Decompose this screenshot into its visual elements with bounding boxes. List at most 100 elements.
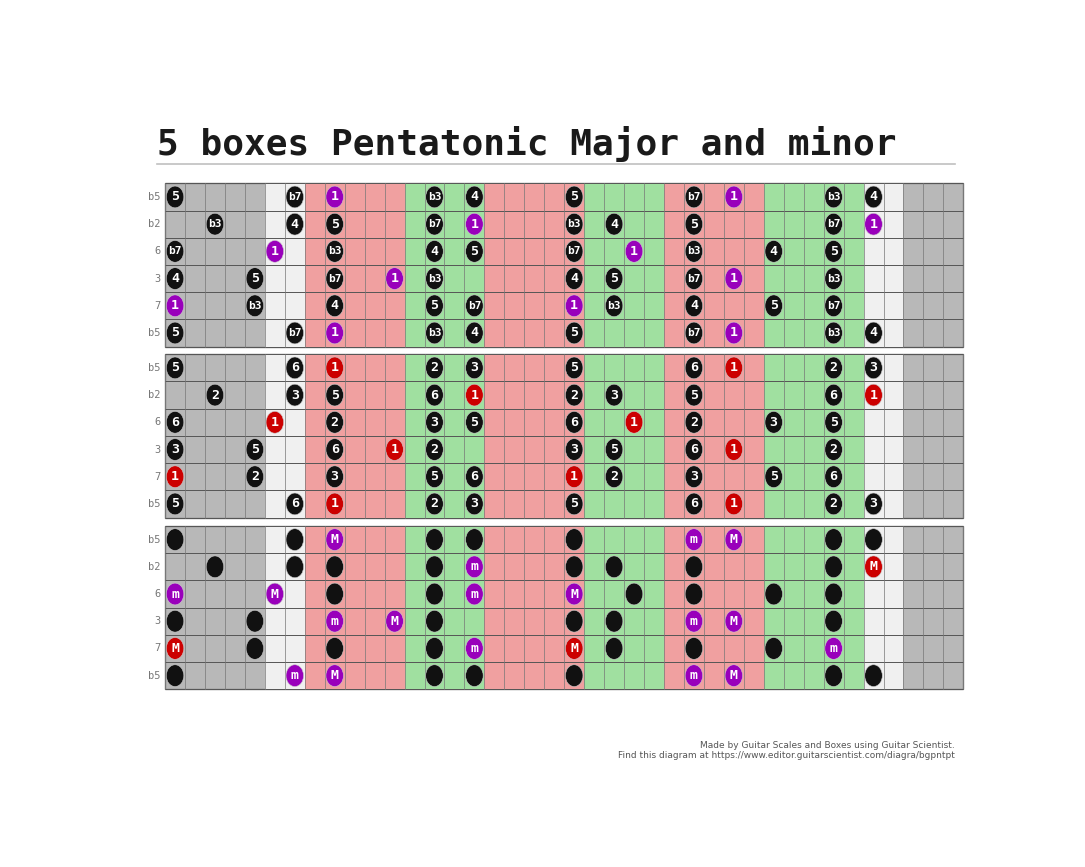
Ellipse shape	[166, 412, 183, 434]
Ellipse shape	[685, 357, 703, 379]
Bar	[704, 355, 724, 518]
Ellipse shape	[685, 186, 703, 208]
Bar	[684, 355, 704, 518]
Text: 5: 5	[571, 498, 578, 511]
Ellipse shape	[565, 412, 583, 434]
Ellipse shape	[465, 295, 483, 316]
Text: 4: 4	[869, 327, 878, 340]
Text: 6: 6	[690, 498, 698, 511]
Bar	[324, 526, 345, 689]
Ellipse shape	[166, 186, 183, 208]
Bar	[324, 183, 345, 347]
Text: M: M	[869, 560, 878, 573]
Bar	[545, 526, 564, 689]
Bar	[524, 355, 545, 518]
Bar	[484, 526, 505, 689]
Bar	[284, 355, 305, 518]
Text: b7: b7	[687, 274, 701, 284]
Ellipse shape	[465, 583, 483, 605]
Text: m: m	[471, 588, 478, 601]
Ellipse shape	[425, 583, 444, 605]
Text: 4: 4	[171, 272, 179, 285]
Text: 4: 4	[431, 244, 438, 257]
Text: 5: 5	[690, 388, 698, 401]
Text: 5: 5	[571, 327, 578, 340]
Ellipse shape	[825, 268, 842, 290]
Ellipse shape	[166, 439, 183, 460]
Bar	[445, 355, 464, 518]
Ellipse shape	[465, 556, 483, 577]
Bar	[484, 355, 505, 518]
Bar	[284, 526, 305, 689]
Text: b3: b3	[208, 219, 221, 229]
Ellipse shape	[725, 529, 742, 551]
Bar	[564, 526, 584, 689]
Ellipse shape	[605, 466, 623, 487]
Text: 1: 1	[630, 416, 638, 429]
Ellipse shape	[425, 637, 444, 659]
Bar	[345, 526, 365, 689]
Bar	[644, 183, 664, 347]
Ellipse shape	[765, 295, 782, 316]
Text: 4: 4	[869, 191, 878, 204]
Bar	[464, 526, 484, 689]
Bar	[764, 526, 783, 689]
Ellipse shape	[685, 556, 703, 577]
Text: 6: 6	[830, 470, 838, 483]
Text: 5: 5	[769, 299, 778, 312]
Text: 5: 5	[769, 470, 778, 483]
Bar	[345, 355, 365, 518]
Ellipse shape	[565, 323, 583, 344]
Ellipse shape	[865, 556, 882, 577]
Ellipse shape	[246, 637, 264, 659]
Ellipse shape	[425, 556, 444, 577]
Bar	[604, 526, 624, 689]
Bar	[545, 355, 564, 518]
Ellipse shape	[825, 665, 842, 687]
Ellipse shape	[825, 357, 842, 379]
Text: 7: 7	[154, 301, 161, 310]
Bar	[405, 183, 424, 347]
Ellipse shape	[565, 384, 583, 406]
Ellipse shape	[825, 213, 842, 235]
Text: 4: 4	[610, 218, 618, 231]
Text: 5: 5	[610, 272, 618, 285]
Text: b3: b3	[827, 328, 841, 338]
Ellipse shape	[685, 610, 703, 632]
Bar	[445, 526, 464, 689]
Text: b3: b3	[827, 274, 841, 284]
Text: 2: 2	[830, 443, 838, 456]
Bar	[744, 183, 764, 347]
Ellipse shape	[326, 529, 344, 551]
Text: M: M	[331, 533, 339, 546]
Text: 5 boxes Pentatonic Major and minor: 5 boxes Pentatonic Major and minor	[157, 126, 897, 162]
Ellipse shape	[465, 357, 483, 379]
Ellipse shape	[286, 323, 304, 344]
Ellipse shape	[865, 493, 882, 515]
Bar	[405, 526, 424, 689]
Bar	[464, 183, 484, 347]
Text: 1: 1	[730, 498, 738, 511]
Text: 6: 6	[571, 416, 578, 429]
Ellipse shape	[425, 323, 444, 344]
Ellipse shape	[565, 610, 583, 632]
Ellipse shape	[765, 466, 782, 487]
Bar	[824, 183, 844, 347]
Ellipse shape	[565, 295, 583, 316]
Bar	[384, 355, 405, 518]
Ellipse shape	[605, 556, 623, 577]
Text: m: m	[690, 615, 698, 628]
Text: 3: 3	[291, 388, 298, 401]
Bar	[365, 526, 384, 689]
Ellipse shape	[386, 610, 404, 632]
Ellipse shape	[206, 213, 224, 235]
Bar	[684, 526, 704, 689]
Text: 2: 2	[331, 416, 339, 429]
Ellipse shape	[825, 412, 842, 434]
Bar	[883, 183, 904, 347]
Ellipse shape	[425, 665, 444, 687]
Bar	[564, 183, 584, 347]
Text: b7: b7	[468, 301, 481, 310]
Ellipse shape	[465, 240, 483, 262]
Text: 4: 4	[331, 299, 339, 312]
